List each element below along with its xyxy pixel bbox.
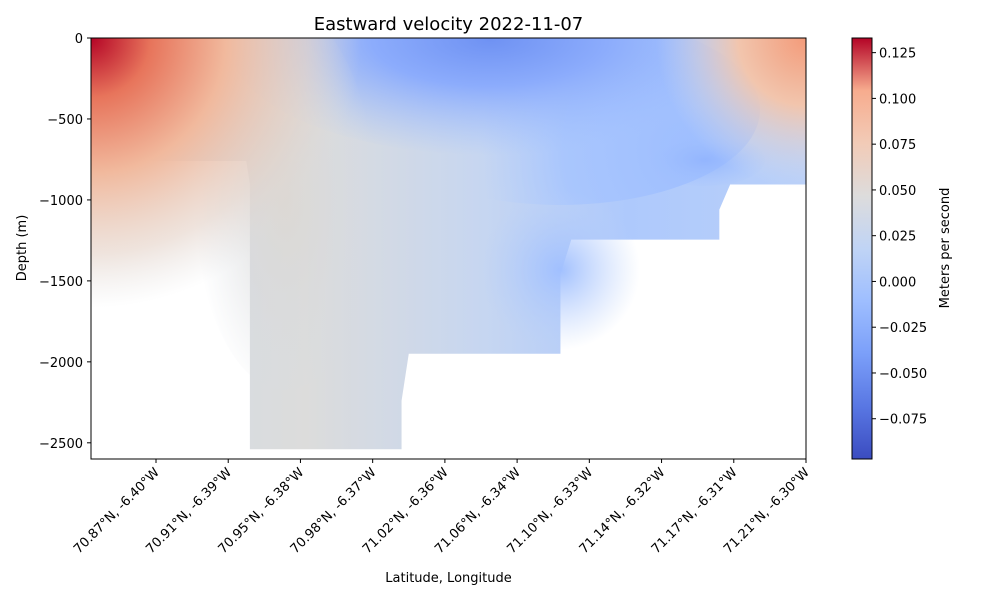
colorbar-tick-label: −0.025 <box>879 321 927 336</box>
y-tick-label: −1000 <box>39 194 83 209</box>
colorbar-tick-label: 0.125 <box>879 47 916 62</box>
colorbar-tick-label: −0.075 <box>879 413 927 428</box>
x-axis-label: Latitude, Longitude <box>385 571 511 586</box>
colorbar-gradient <box>851 37 873 460</box>
chart-title: Eastward velocity 2022-11-07 <box>314 14 584 35</box>
blue-core-deep <box>480 190 640 350</box>
plot-frame <box>90 37 807 460</box>
red-core-left <box>91 38 361 308</box>
y-tick-label: −1500 <box>39 275 83 290</box>
red-core-right <box>656 38 806 188</box>
velocity-field-overlays <box>91 38 806 390</box>
colorbar-tick-label: 0.000 <box>879 275 916 290</box>
colorbar-label: Meters per second <box>938 188 953 309</box>
colorbar: 0.125 0.100 0.075 0.050 0.025 0.000 −0.025 −0.0… <box>851 37 953 460</box>
y-axis-label: Depth (m) <box>15 215 30 282</box>
colorbar-ticks: 0.125 0.100 0.075 0.050 0.025 0.000 −0.025 −0.0… <box>872 47 927 428</box>
plot-area <box>91 38 806 450</box>
y-tick-label: 0 <box>75 32 83 47</box>
colorbar-tick-label: −0.050 <box>879 367 927 382</box>
colorbar-tick-label: 0.025 <box>879 230 916 245</box>
x-axis: 70.87°N, -6.40°W70.91°N, -6.39°W70.95°N,… <box>71 459 813 557</box>
y-tick-label: −2000 <box>39 356 83 371</box>
colorbar-tick-label: 0.050 <box>879 184 916 199</box>
y-tick-label: −500 <box>47 113 83 128</box>
y-tick-label: −2500 <box>39 437 83 452</box>
colorbar-tick-label: 0.100 <box>879 92 916 107</box>
y-axis: 0 −500 −1000 −1500 −2000 −2500 <box>39 32 91 452</box>
colorbar-tick-label: 0.075 <box>879 138 916 153</box>
